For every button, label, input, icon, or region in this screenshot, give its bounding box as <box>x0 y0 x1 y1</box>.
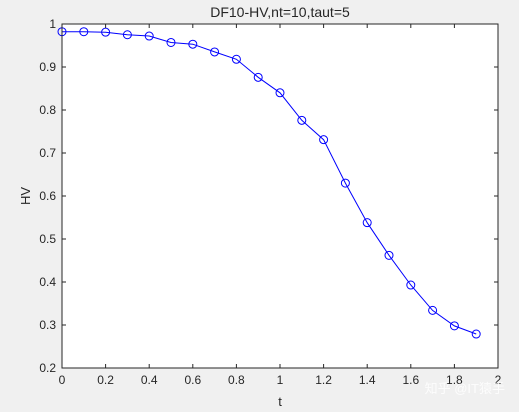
y-tick-label: 0.8 <box>39 103 56 117</box>
y-tick-label: 0.4 <box>39 275 56 289</box>
x-tick-label: 1.6 <box>402 373 419 387</box>
data-point <box>188 39 198 49</box>
x-tick-label: 1.2 <box>315 373 332 387</box>
data-point <box>101 27 111 37</box>
y-tick-label: 0.3 <box>39 318 56 332</box>
y-axis: 0.2 0.3 0.4 0.5 0.6 0.7 0.8 0.9 1 <box>39 17 498 375</box>
y-tick-label: 1 <box>49 17 56 31</box>
x-tick-label: 0 <box>59 373 66 387</box>
data-point <box>210 47 220 57</box>
data-point <box>471 329 481 339</box>
x-tick-label: 1 <box>277 373 284 387</box>
data-point <box>166 37 176 47</box>
x-tick-label: 1.8 <box>446 373 463 387</box>
data-point <box>406 280 416 290</box>
data-point <box>340 178 350 188</box>
y-axis-label: HV <box>18 187 33 205</box>
data-point <box>231 54 241 64</box>
y-tick-label: 0.9 <box>39 60 56 74</box>
chart-title: DF10-HV,nt=10,taut=5 <box>210 4 350 20</box>
data-point <box>144 31 154 41</box>
data-point <box>449 321 459 331</box>
y-tick-label: 0.5 <box>39 232 56 246</box>
data-point <box>122 30 132 40</box>
y-tick-label: 0.7 <box>39 146 56 160</box>
y-tick-label: 0.6 <box>39 189 56 203</box>
x-tick-label: 1.4 <box>359 373 376 387</box>
x-tick-label: 2 <box>495 373 502 387</box>
data-point <box>319 135 329 145</box>
x-axis-label: t <box>278 394 282 409</box>
x-tick-label: 0.6 <box>184 373 201 387</box>
y-tick-label: 0.2 <box>39 361 56 375</box>
data-point <box>253 72 263 82</box>
x-tick-label: 0.8 <box>228 373 245 387</box>
x-tick-label: 0.2 <box>97 373 114 387</box>
data-point <box>384 250 394 260</box>
series-layer <box>57 27 481 339</box>
x-tick-label: 0.4 <box>141 373 158 387</box>
watermark-text: 知乎 @IT猿手 <box>425 381 505 396</box>
data-point <box>362 218 372 228</box>
plot-area <box>62 24 498 368</box>
x-axis: 0 0.2 0.4 0.6 0.8 1 1.2 1.4 1.6 1.8 2 <box>59 24 502 387</box>
data-point <box>79 27 89 37</box>
data-point <box>297 115 307 125</box>
data-point <box>275 88 285 98</box>
data-point <box>428 305 438 315</box>
